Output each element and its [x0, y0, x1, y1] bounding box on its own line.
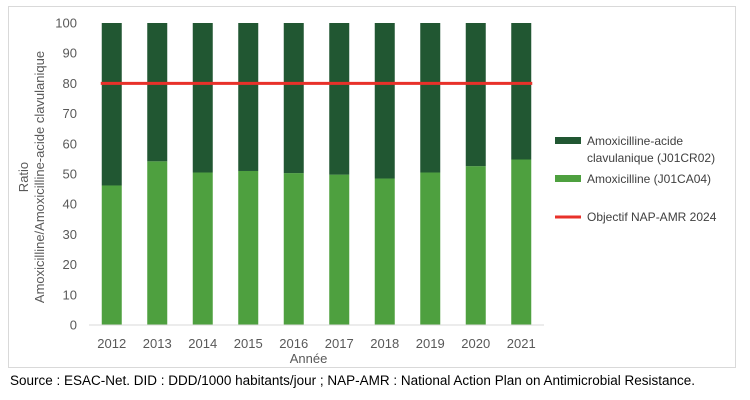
y-axis-title: Amoxicilline/Amoxicilline-acide clavulan…	[32, 51, 47, 303]
bar-amoxicilline-clavulanique-2015	[238, 23, 259, 171]
bar-amoxicilline-clavulanique-2018	[374, 23, 395, 179]
bar-amoxicilline-2014	[192, 172, 213, 325]
y-tick-label: 40	[63, 197, 77, 212]
x-tick-label: 2015	[234, 336, 263, 351]
x-axis-title: Année	[290, 351, 328, 366]
bar-amoxicilline-2020	[465, 166, 486, 325]
y-tick-label: 20	[63, 257, 77, 272]
x-tick-label: 2021	[507, 336, 536, 351]
y-tick-label: 10	[63, 287, 77, 302]
chart-frame: 0 10 20 30 40 50 60 70 80 90 100 2012 2013 2014 2015 20…	[8, 6, 736, 368]
x-tick-label: 2020	[461, 336, 490, 351]
bar-amoxicilline-2013	[147, 161, 168, 325]
x-tick-label: 2016	[279, 336, 308, 351]
source-note: Source : ESAC-Net. DID : DDD/1000 habita…	[10, 373, 696, 388]
legend-entry-label: clavulanique (J01CR02)	[587, 151, 715, 165]
x-tick-label: 2017	[325, 336, 354, 351]
x-tick-label: 2014	[188, 336, 217, 351]
legend-entry-label: Amoxicilline-acide	[587, 134, 683, 148]
bar-amoxicilline-clavulanique-2016	[283, 23, 304, 174]
y-tick-label: 80	[63, 76, 77, 91]
x-tick-label: 2019	[416, 336, 445, 351]
bar-amoxicilline-2021	[511, 159, 532, 325]
bar-amoxicilline-2017	[329, 174, 350, 325]
y-tick-label: 70	[63, 106, 77, 121]
bar-amoxicilline-2019	[420, 172, 441, 325]
y-tick-label: 100	[55, 16, 77, 31]
bar-amoxicilline-clavulanique-2020	[465, 23, 486, 167]
y-tick-label: 60	[63, 136, 77, 151]
bar-amoxicilline-clavulanique-2012	[101, 23, 122, 186]
bar-amoxicilline-2018	[374, 178, 395, 325]
bar-amoxicilline-2012	[101, 185, 122, 325]
x-tick-label: 2018	[370, 336, 399, 351]
bar-amoxicilline-clavulanique-2014	[192, 23, 213, 173]
bar-amoxicilline-clavulanique-2019	[420, 23, 441, 173]
legend-entry-label: Objectif NAP-AMR 2024	[587, 210, 717, 224]
x-tick-label: 2013	[143, 336, 172, 351]
legend-swatch	[555, 175, 581, 182]
bar-amoxicilline-2015	[238, 170, 259, 325]
y-tick-label: 50	[63, 167, 77, 182]
y-tick-label: 90	[63, 46, 77, 61]
stacked-bar-chart: 0 10 20 30 40 50 60 70 80 90 100 2012 2013 2014 2015 20…	[16, 16, 717, 367]
y-tick-label: 30	[63, 227, 77, 242]
x-tick-label: 2012	[97, 336, 126, 351]
bar-amoxicilline-2016	[283, 173, 304, 325]
bar-amoxicilline-clavulanique-2017	[329, 23, 350, 175]
y-axis-title: Ratio	[16, 162, 31, 192]
y-tick-label: 0	[70, 318, 77, 333]
legend-swatch	[555, 137, 581, 144]
legend-entry-label: Amoxicilline (J01CA04)	[587, 172, 711, 186]
bar-amoxicilline-clavulanique-2013	[147, 23, 168, 162]
bar-amoxicilline-clavulanique-2021	[511, 23, 532, 160]
